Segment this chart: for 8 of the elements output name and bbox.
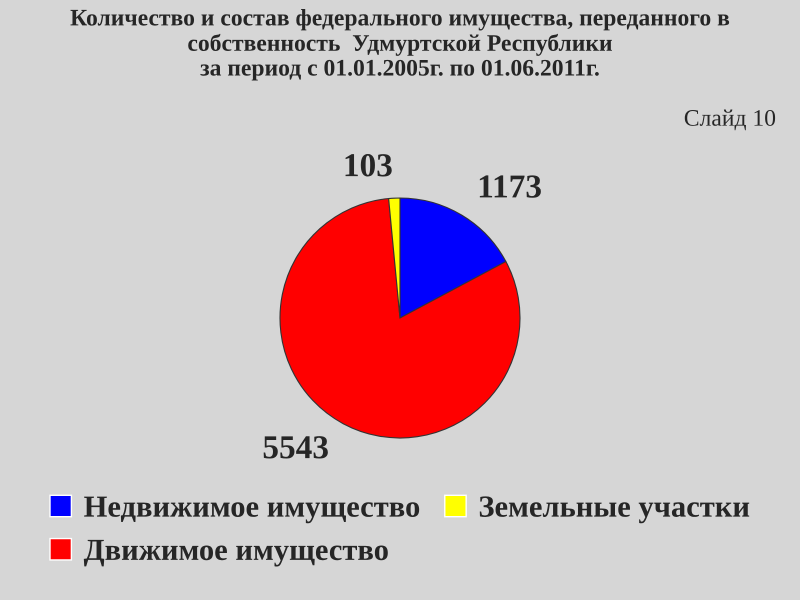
- legend-label: Движимое имущество: [84, 540, 388, 566]
- data-label: 1173: [480, 175, 541, 198]
- data-label: 5543: [264, 436, 328, 458]
- legend-label: Земельные участки: [480, 496, 750, 524]
- chart-title: Количество и состав федерального имущества, переданного в собственность Удмуртской Республики за период с 01.01.2005г. по 01.06.2011г.: [70, 9, 730, 81]
- legend-label: Недвижимое имущество: [84, 496, 420, 524]
- text: Слайд 10: [684, 110, 776, 130]
- data-label: 103: [346, 154, 392, 177]
